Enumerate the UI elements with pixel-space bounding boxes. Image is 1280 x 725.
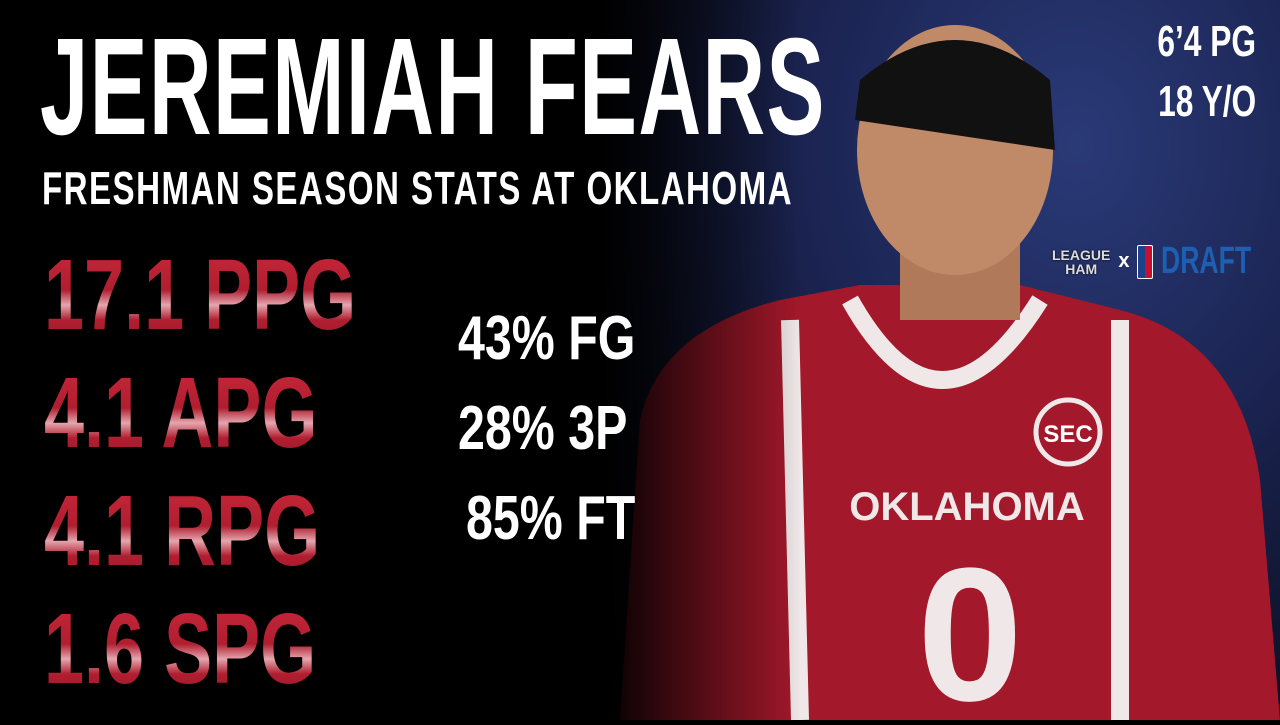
conference-patch: SEC [1043,421,1092,448]
stat-rpg: 4.1 RPG [44,475,321,587]
draft-logo: DRAFT [1161,240,1252,282]
stat-spg: 1.6 SPG [44,593,317,705]
stat-3p: 28% 3P [458,394,628,463]
nba-logo-icon [1137,244,1154,279]
photo-fade [600,0,800,720]
stat-ft: 85% FT [466,484,636,553]
age: 18 Y/O [1157,77,1256,126]
player-name: JEREMIAH FEARS [40,10,826,164]
logo-line2: HAM [1065,260,1098,277]
stat-ppg: 17.1 PPG [44,239,357,351]
league-ham-logo: LEAGUE HAM [1052,248,1110,276]
subtitle: FRESHMAN SEASON STATS AT OKLAHOMA [42,162,794,214]
jersey-number: 0 [917,529,1023,720]
logo-line1: LEAGUE [1052,246,1111,263]
separator: x [1118,250,1130,272]
stat-fg: 43% FG [458,304,636,373]
jersey-school: OKLAHOMA [849,485,1085,529]
stat-apg: 4.1 APG [44,357,318,469]
branding: LEAGUE HAM x DRAFT [1052,240,1252,283]
height-position: 6’4 PG [1157,17,1256,66]
